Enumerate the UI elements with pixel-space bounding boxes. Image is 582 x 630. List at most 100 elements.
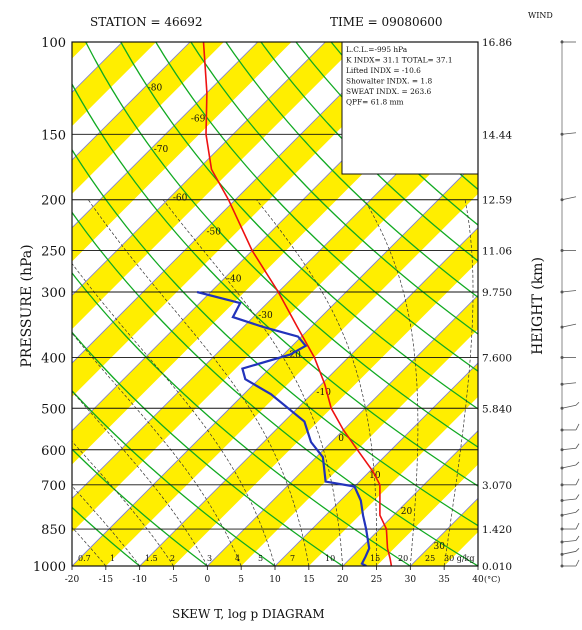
wind-barb xyxy=(561,323,577,328)
dry-adiabat xyxy=(72,271,412,566)
wind-barb-feather xyxy=(575,559,580,567)
wind-barb xyxy=(561,498,577,501)
wind-barb-feather xyxy=(575,548,580,552)
height-tick-label: 11.06 xyxy=(482,246,512,258)
wind-barb xyxy=(561,540,577,543)
isotherm-label: -80 xyxy=(148,83,163,93)
isotherm-label: -60 xyxy=(173,193,188,203)
pressure-tick-label: 400 xyxy=(41,351,66,366)
x-tick-label: 15 xyxy=(303,575,315,585)
wind-barb-feather xyxy=(575,401,580,406)
dry-adiabat xyxy=(72,148,478,527)
height-tick-label: 7.600 xyxy=(482,352,512,364)
isotherm-line xyxy=(207,294,478,566)
x-tick-label: 5 xyxy=(238,575,244,585)
x-tick-label: 40 xyxy=(472,575,484,585)
dry-adiabat xyxy=(72,211,478,566)
x-tick-label: 35 xyxy=(438,575,450,585)
isotherm-label: -10 xyxy=(316,388,331,398)
height-tick-label: 1.420 xyxy=(482,524,512,536)
pressure-tick-label: 300 xyxy=(41,286,66,301)
mixing-ratio-label: 25 xyxy=(425,554,435,563)
pressure-tick-label: 250 xyxy=(41,245,66,260)
dry-adiabat xyxy=(72,82,478,487)
isotherm-stripe xyxy=(72,92,478,533)
moist-adiabat xyxy=(72,485,140,566)
wind-profile xyxy=(560,40,580,568)
pressure-tick-label: 150 xyxy=(41,128,66,143)
wind-barb xyxy=(561,382,577,385)
sounding-traces xyxy=(196,42,393,566)
wind-barb xyxy=(561,447,577,451)
index-line: QPF= 61.8 mm xyxy=(346,98,404,107)
pressure-tick-label: 100 xyxy=(41,36,66,51)
time-label: TIME = 09080600 xyxy=(330,15,443,29)
wind-barb xyxy=(561,196,577,201)
dry-adiabat xyxy=(72,448,209,566)
wind-barb-feather xyxy=(575,423,580,431)
isotherm-line xyxy=(72,42,191,161)
height-tick-label: 14.44 xyxy=(482,129,512,141)
isotherm-label: -40 xyxy=(227,275,242,285)
pressure-tick-label: 500 xyxy=(41,402,66,417)
isotherm-line xyxy=(72,42,259,229)
isotherm-stripe xyxy=(72,42,427,397)
index-line: Showalter INDX. = 1.8 xyxy=(346,77,432,86)
dry-adiabat xyxy=(190,42,478,335)
wind-barb xyxy=(561,464,577,469)
x-tick-label: 25 xyxy=(371,575,383,585)
isotherm-stripe xyxy=(72,42,360,330)
wind-barb-feather xyxy=(575,443,580,449)
indices-box xyxy=(341,41,479,175)
isotherm-label: -30 xyxy=(258,311,273,321)
isotherm-stripe xyxy=(72,42,89,59)
dry-adiabat xyxy=(120,42,478,410)
isotherm-stripe xyxy=(72,42,224,194)
mixing-ratio-label: 4 xyxy=(235,554,240,563)
moist-adiabat xyxy=(72,440,174,566)
wind-barb-feather xyxy=(575,508,580,513)
wind-barb-feather xyxy=(575,461,580,466)
moist-adiabat xyxy=(162,199,344,566)
index-line: SWEAT INDX. = 263.6 xyxy=(346,87,432,96)
x-unit-label: (°C) xyxy=(484,575,500,584)
mixing-ratio-label: 30 g/kg xyxy=(444,554,475,563)
height-tick-label: 12.59 xyxy=(482,195,512,207)
isotherm-label: 30 xyxy=(434,542,446,552)
height-tick-label: 0.010 xyxy=(482,561,512,573)
x-tick-label: -10 xyxy=(132,575,147,585)
temperature-trace xyxy=(202,42,393,566)
dry-adiabat xyxy=(260,42,478,262)
isotherm-line xyxy=(274,362,478,566)
wind-barb xyxy=(561,511,577,516)
wind-barb xyxy=(561,404,577,409)
isotherm-line xyxy=(139,227,478,566)
isotherm-label: -69 xyxy=(191,115,206,125)
index-line: Lifted INDX = -10.6 xyxy=(346,66,421,75)
mixing-ratio-label: 2 xyxy=(170,554,175,563)
y2-axis-label: HEIGHT (km) xyxy=(530,257,546,355)
isotherm-label: -20 xyxy=(286,351,301,361)
mixing-ratio-label: 1.5 xyxy=(145,554,158,563)
isotherm-stripe xyxy=(72,42,157,127)
height-tick-label: 9.750 xyxy=(482,287,512,299)
isotherm-label: -50 xyxy=(206,228,221,238)
y-axis-label: PRESSURE (hPa) xyxy=(19,244,35,367)
x-tick-label: 0 xyxy=(204,575,210,585)
isotherm-line xyxy=(72,42,394,364)
mixing-ratio-label: 1 xyxy=(110,554,115,563)
isotherm-label: 0 xyxy=(338,434,344,444)
x-tick-label: -20 xyxy=(65,575,80,585)
wind-barb xyxy=(561,550,577,555)
station-label: STATION = 46692 xyxy=(90,15,203,29)
isotherm-line xyxy=(342,430,478,566)
dry-adiabat xyxy=(84,42,478,448)
wind-barb xyxy=(561,132,577,135)
pressure-tick-label: 850 xyxy=(41,523,66,538)
dewpoint-trace xyxy=(196,290,371,566)
height-tick-label: 5.840 xyxy=(482,403,512,415)
pressure-tick-label: 1000 xyxy=(33,560,66,575)
wind-barb xyxy=(561,290,577,293)
wind-label: WIND xyxy=(528,11,553,20)
